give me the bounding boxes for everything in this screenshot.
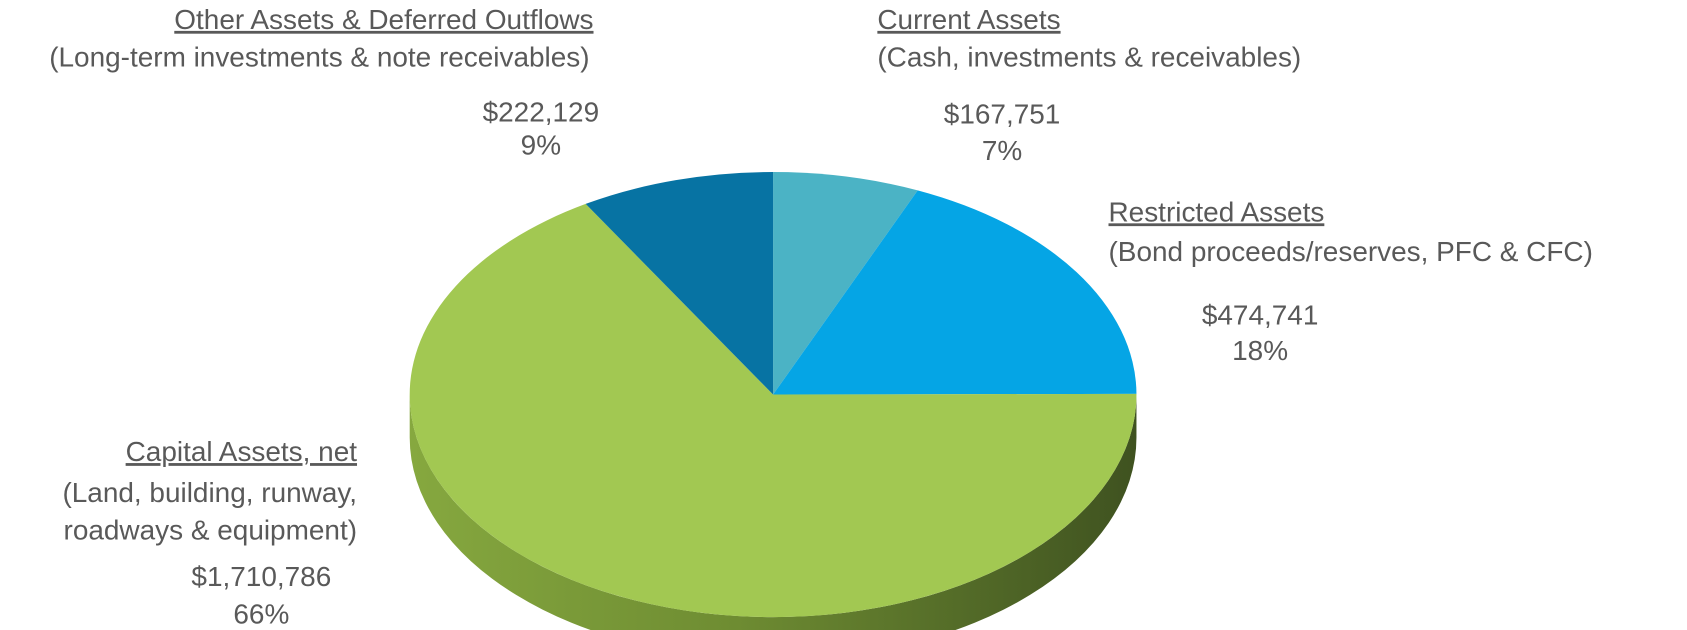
category-description: (Cash, investments & receivables): [877, 42, 1301, 73]
pie-slice: [773, 190, 1137, 395]
percent-label: 18%: [1232, 335, 1288, 366]
percent-label: 7%: [982, 135, 1022, 166]
pie-slice: [409, 203, 1137, 618]
category-description: (Bond proceeds/reserves, PFC & CFC): [1109, 236, 1593, 267]
category-label: Other Assets & Deferred Outflows: [174, 4, 593, 35]
pie-slice: [585, 172, 774, 395]
category-description: (Long-term investments & note receivable…: [49, 42, 589, 73]
pie-slice: [773, 172, 918, 395]
value-label: $222,129: [483, 96, 600, 127]
percent-label: 9%: [521, 130, 561, 161]
category-label: Restricted Assets: [1109, 196, 1325, 227]
category-label: Capital Assets, net: [126, 436, 358, 467]
percent-label: 66%: [233, 598, 289, 629]
category-label: Current Assets: [877, 4, 1060, 35]
category-description: (Land, building, runway,: [62, 477, 357, 508]
value-label: $474,741: [1202, 300, 1319, 331]
value-label: $167,751: [944, 98, 1061, 129]
category-description: roadways & equipment): [64, 515, 358, 546]
value-label: $1,710,786: [191, 561, 331, 592]
